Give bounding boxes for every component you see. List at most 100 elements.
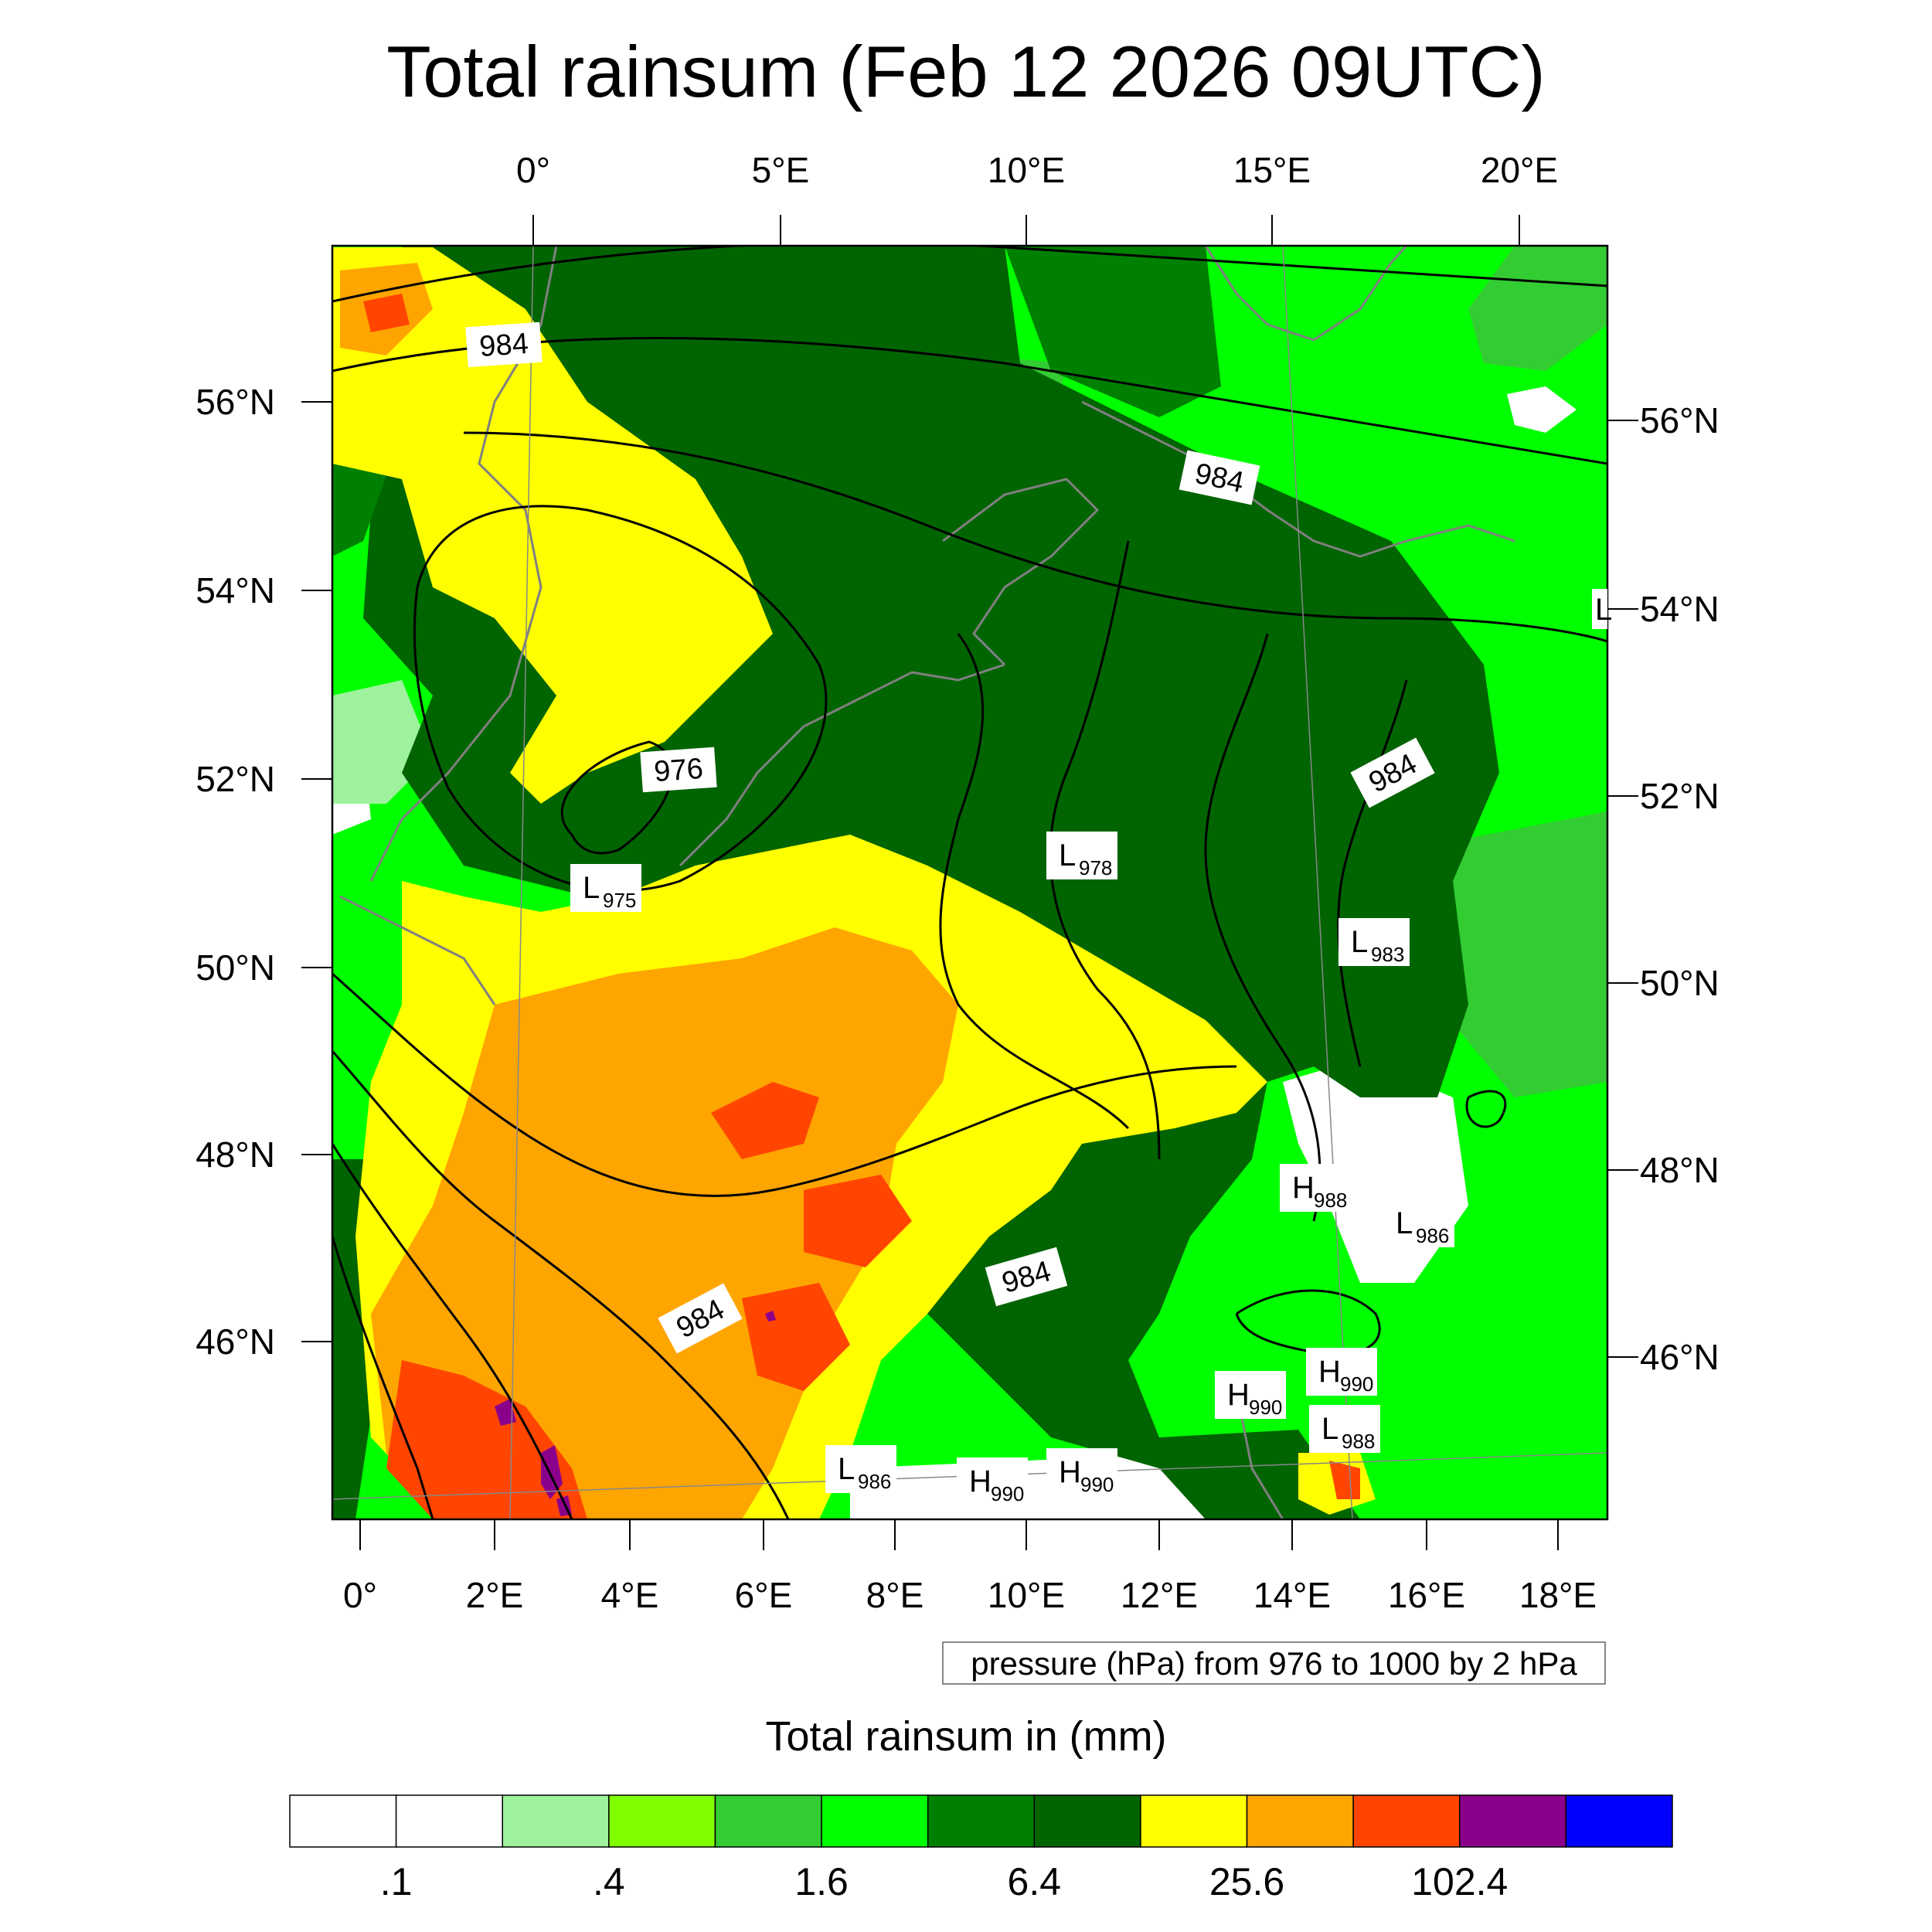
colorbar-swatch bbox=[1246, 1794, 1354, 1848]
precipitation-field bbox=[332, 246, 1607, 1519]
left-latitude-labels: 56°N 54°N 52°N 50°N 48°N 46°N bbox=[196, 382, 275, 1362]
map-title: Total rainsum (Feb 12 2026 09UTC) bbox=[386, 31, 1546, 112]
svg-text:988: 988 bbox=[1314, 1189, 1347, 1212]
colorbar bbox=[289, 1794, 1673, 1848]
svg-text:L: L bbox=[1396, 1206, 1413, 1240]
left-lat-label: 52°N bbox=[196, 759, 275, 799]
bottom-lon-label: 18°E bbox=[1519, 1575, 1597, 1615]
bottom-lon-label: 4°E bbox=[601, 1575, 659, 1615]
top-longitude-labels: 0° 5°E 10°E 15°E 20°E bbox=[516, 150, 1558, 190]
colorbar-tick-label: .4 bbox=[593, 1860, 625, 1903]
colorbar-tick-label: 1.6 bbox=[794, 1860, 849, 1903]
right-lat-label: 52°N bbox=[1640, 776, 1719, 816]
right-lat-label: 50°N bbox=[1640, 963, 1719, 1003]
colorbar-tick-labels: .1 .4 1.6 6.4 25.6 102.4 bbox=[380, 1860, 1509, 1903]
left-lat-label: 46°N bbox=[196, 1321, 275, 1362]
top-ticks bbox=[532, 215, 1520, 246]
bottom-lon-label: 8°E bbox=[866, 1575, 924, 1615]
svg-text:988: 988 bbox=[1342, 1430, 1375, 1453]
high-pressure-center: H 990 bbox=[957, 1458, 1028, 1505]
bottom-lon-label: 2°E bbox=[466, 1575, 524, 1615]
bottom-lon-label: 0° bbox=[343, 1575, 377, 1615]
low-pressure-center: L 986 bbox=[825, 1445, 896, 1493]
svg-text:H: H bbox=[1292, 1171, 1315, 1205]
top-lon-label: 20°E bbox=[1481, 150, 1558, 190]
svg-text:984: 984 bbox=[478, 328, 529, 363]
high-pressure-center: H 990 bbox=[1215, 1371, 1286, 1419]
high-pressure-center: H 990 bbox=[1306, 1348, 1377, 1396]
svg-text:L: L bbox=[1351, 925, 1368, 959]
top-lon-label: 5°E bbox=[752, 150, 810, 190]
colorbar-swatch bbox=[1565, 1794, 1673, 1848]
colorbar-swatch bbox=[395, 1794, 503, 1848]
bottom-lon-label: 16°E bbox=[1388, 1575, 1465, 1615]
edge-pressure-marker: L bbox=[1592, 589, 1612, 629]
low-pressure-center: L 978 bbox=[1046, 832, 1117, 879]
svg-text:L: L bbox=[1059, 838, 1076, 872]
pressure-contour-note: pressure (hPa) from 976 to 1000 by 2 hPa bbox=[942, 1641, 1606, 1685]
svg-text:976: 976 bbox=[653, 753, 704, 788]
right-lat-label: 54°N bbox=[1640, 589, 1719, 629]
extreme-rain-area bbox=[804, 1175, 912, 1267]
colorbar-swatch bbox=[608, 1794, 716, 1848]
plot-frame bbox=[331, 244, 1609, 1521]
svg-text:990: 990 bbox=[1080, 1473, 1114, 1496]
left-lat-label: 56°N bbox=[196, 382, 275, 422]
low-pressure-center: L 986 bbox=[1383, 1199, 1454, 1247]
dry-area bbox=[1507, 386, 1577, 433]
svg-text:975: 975 bbox=[603, 889, 636, 912]
colorbar-swatch bbox=[927, 1794, 1036, 1848]
right-latitude-labels: 56°N 54°N 52°N 50°N 48°N 46°N bbox=[1640, 400, 1719, 1377]
extreme-rain-area bbox=[742, 1283, 850, 1391]
svg-text:990: 990 bbox=[1340, 1372, 1373, 1396]
svg-text:L: L bbox=[1321, 1412, 1338, 1446]
right-lat-label: 56°N bbox=[1640, 400, 1719, 440]
colorbar-swatch bbox=[289, 1794, 397, 1848]
coastlines bbox=[339, 246, 1515, 1519]
left-lat-label: 48°N bbox=[196, 1134, 275, 1175]
colorbar-swatch bbox=[502, 1794, 610, 1848]
colorbar-swatch bbox=[1033, 1794, 1141, 1848]
low-pressure-center: L 983 bbox=[1338, 918, 1410, 966]
right-lat-label: 48°N bbox=[1640, 1150, 1719, 1190]
svg-text:L: L bbox=[583, 871, 600, 905]
svg-text:H: H bbox=[969, 1464, 992, 1498]
svg-text:990: 990 bbox=[1249, 1396, 1282, 1419]
svg-text:986: 986 bbox=[1416, 1224, 1449, 1247]
bottom-longitude-labels: 0° 2°E 4°E 6°E 8°E 10°E 12°E 14°E 16°E 1… bbox=[343, 1575, 1597, 1615]
svg-text:H: H bbox=[1227, 1378, 1250, 1412]
colorbar-swatch bbox=[821, 1794, 929, 1848]
svg-text:990: 990 bbox=[991, 1482, 1024, 1505]
right-lat-label: 46°N bbox=[1640, 1337, 1719, 1377]
pressure-centers: L 975 L 978 L 983 H 988 L 986 H 990 bbox=[570, 589, 1612, 1505]
colorbar-swatch bbox=[1352, 1794, 1461, 1848]
svg-text:H: H bbox=[1318, 1355, 1341, 1389]
svg-text:L: L bbox=[838, 1452, 855, 1486]
left-lat-label: 54°N bbox=[196, 570, 275, 611]
bottom-ticks bbox=[359, 1519, 1559, 1550]
bottom-lon-label: 14°E bbox=[1253, 1575, 1331, 1615]
low-pressure-center: L 975 bbox=[570, 864, 641, 912]
low-pressure-center: L 988 bbox=[1309, 1405, 1380, 1453]
svg-text:978: 978 bbox=[1079, 856, 1112, 879]
right-ticks bbox=[1607, 420, 1638, 1358]
svg-text:L: L bbox=[1595, 593, 1612, 627]
heavy-rain-area bbox=[332, 247, 773, 804]
colorbar-tick-label: .1 bbox=[380, 1860, 413, 1903]
extreme-rain-area bbox=[386, 1360, 587, 1519]
bottom-lon-label: 6°E bbox=[735, 1575, 793, 1615]
left-ticks bbox=[301, 401, 332, 1342]
bottom-lon-label: 10°E bbox=[988, 1575, 1065, 1615]
svg-text:986: 986 bbox=[858, 1470, 891, 1493]
left-lat-label: 50°N bbox=[196, 947, 275, 988]
colorbar-swatch bbox=[1459, 1794, 1567, 1848]
high-pressure-center: H 990 bbox=[1046, 1448, 1117, 1496]
contour-label: 976 bbox=[640, 747, 717, 793]
extreme-rain-area bbox=[711, 1082, 819, 1159]
colorbar-swatch bbox=[1140, 1794, 1248, 1848]
svg-text:H: H bbox=[1059, 1455, 1081, 1489]
colorbar-tick-label: 25.6 bbox=[1209, 1860, 1284, 1903]
contour-label: 984 bbox=[1179, 450, 1260, 505]
svg-text:983: 983 bbox=[1371, 943, 1404, 966]
colorbar-swatch bbox=[714, 1794, 822, 1848]
